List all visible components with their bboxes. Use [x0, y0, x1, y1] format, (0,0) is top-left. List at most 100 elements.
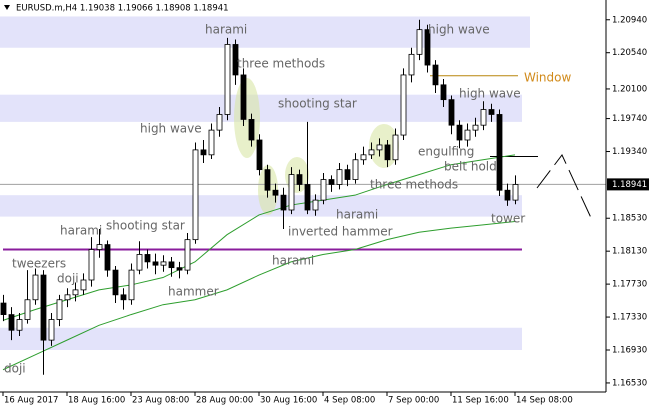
pattern-label: high wave [140, 122, 202, 136]
candle-body [432, 64, 439, 86]
candle-body [8, 314, 15, 331]
highlight [369, 124, 399, 168]
candle-body [200, 149, 207, 156]
y-tick-label: 1.20100 [612, 84, 647, 94]
x-tick-label: 16 Aug 2017 [4, 396, 58, 406]
pattern-label: three methods [237, 57, 325, 71]
pattern-label: doji [57, 272, 79, 286]
pattern-label: harami [205, 23, 247, 37]
candle-body [352, 159, 359, 180]
candle-body [40, 274, 47, 341]
pattern-label: harami [60, 224, 102, 238]
candle-body [64, 294, 71, 301]
chart-header: EURUSD.m,H4 1.19038 1.19066 1.18908 1.18… [16, 4, 229, 14]
y-tick-label: 1.16530 [612, 378, 647, 388]
candle-body [184, 239, 191, 271]
candle-body [120, 294, 127, 301]
candle-body [496, 114, 503, 191]
y-tick-label: 1.19340 [612, 147, 647, 157]
zone [0, 16, 530, 48]
candle-body [216, 114, 223, 131]
candle-body [256, 139, 263, 171]
candle-body [472, 124, 479, 131]
candle-body [440, 84, 447, 101]
candle-body [112, 269, 119, 296]
candle-body [408, 53, 415, 76]
moving-average [2, 154, 516, 321]
candle-body [96, 244, 103, 250]
candle-body [208, 129, 215, 156]
candle-body [416, 29, 423, 55]
y-tick-label: 1.16930 [612, 346, 647, 356]
candle-body [272, 189, 279, 196]
candle-body [488, 109, 495, 115]
x-tick-label: 18 Aug 16:00 [68, 396, 125, 406]
pattern-label: harami [336, 208, 378, 222]
x-tick-label: 30 Aug 16:00 [260, 396, 317, 406]
candle-body [224, 44, 231, 115]
candle-body [312, 199, 319, 211]
candle-body [232, 44, 239, 76]
pattern-label: engulfing [418, 145, 474, 159]
x-tick-label: 7 Sep 00:00 [388, 396, 439, 406]
y-tick-label: 1.20940 [612, 15, 647, 25]
candle-body [240, 74, 247, 120]
x-tick-label: 14 Sep 08:00 [516, 396, 573, 406]
pattern-label: three methods [370, 178, 458, 192]
x-tick-label: 11 Sep 16:00 [452, 396, 509, 406]
pattern-label: Window [524, 71, 572, 85]
candle-body [280, 194, 287, 211]
candle-body [248, 119, 255, 141]
candle-body [136, 254, 143, 271]
plot [0, 19, 606, 375]
candle-body [144, 254, 151, 263]
candle-body [376, 144, 383, 151]
candle-body [392, 134, 399, 161]
candle-body [384, 144, 391, 161]
candle-body [320, 179, 327, 201]
candle-body [152, 261, 159, 266]
pattern-label: doji [4, 362, 26, 376]
candle-body [16, 319, 23, 331]
candle-body [296, 174, 303, 185]
candle-body [288, 174, 295, 211]
x-tick-label: 4 Sep 08:00 [324, 396, 375, 406]
y-tick-label: 1.18530 [612, 214, 647, 224]
pattern-label: hammer [168, 285, 219, 299]
x-tick-label: 23 Aug 08:00 [132, 396, 189, 406]
menu-triangle [4, 5, 10, 10]
forecast-path [536, 154, 593, 221]
pattern-label: tower [491, 212, 525, 226]
pattern-label: shooting star [278, 97, 357, 111]
candle-body [160, 261, 167, 266]
candle-body [56, 299, 63, 320]
candle-body [344, 169, 351, 180]
candle-body [168, 261, 175, 269]
candle-body [400, 74, 407, 136]
last-price-box [607, 178, 649, 191]
y-tick-label: 1.19740 [612, 114, 647, 124]
moving-average [2, 221, 516, 371]
candle-body [176, 267, 183, 271]
candle-body [456, 124, 463, 141]
candle-body [336, 169, 343, 185]
y-tick-label: 1.17330 [612, 313, 647, 323]
candle-body [448, 99, 455, 126]
candle-body [328, 179, 335, 185]
candle-body [424, 29, 431, 66]
pattern-label: harami [272, 254, 314, 268]
candle-body [0, 302, 7, 315]
y-tick-label: 1.20540 [612, 48, 647, 58]
candle-body [512, 184, 519, 201]
candle-body [480, 109, 487, 126]
highlight [234, 78, 260, 158]
candle-body [88, 249, 95, 281]
zones [0, 16, 530, 350]
candle-body [104, 244, 111, 271]
candle-body [24, 299, 31, 320]
y-tick-label: 1.17730 [612, 280, 647, 290]
y-tick-label: 1.18130 [612, 247, 647, 257]
candle-body [304, 184, 311, 211]
pattern-label: inverted hammer [288, 225, 393, 239]
